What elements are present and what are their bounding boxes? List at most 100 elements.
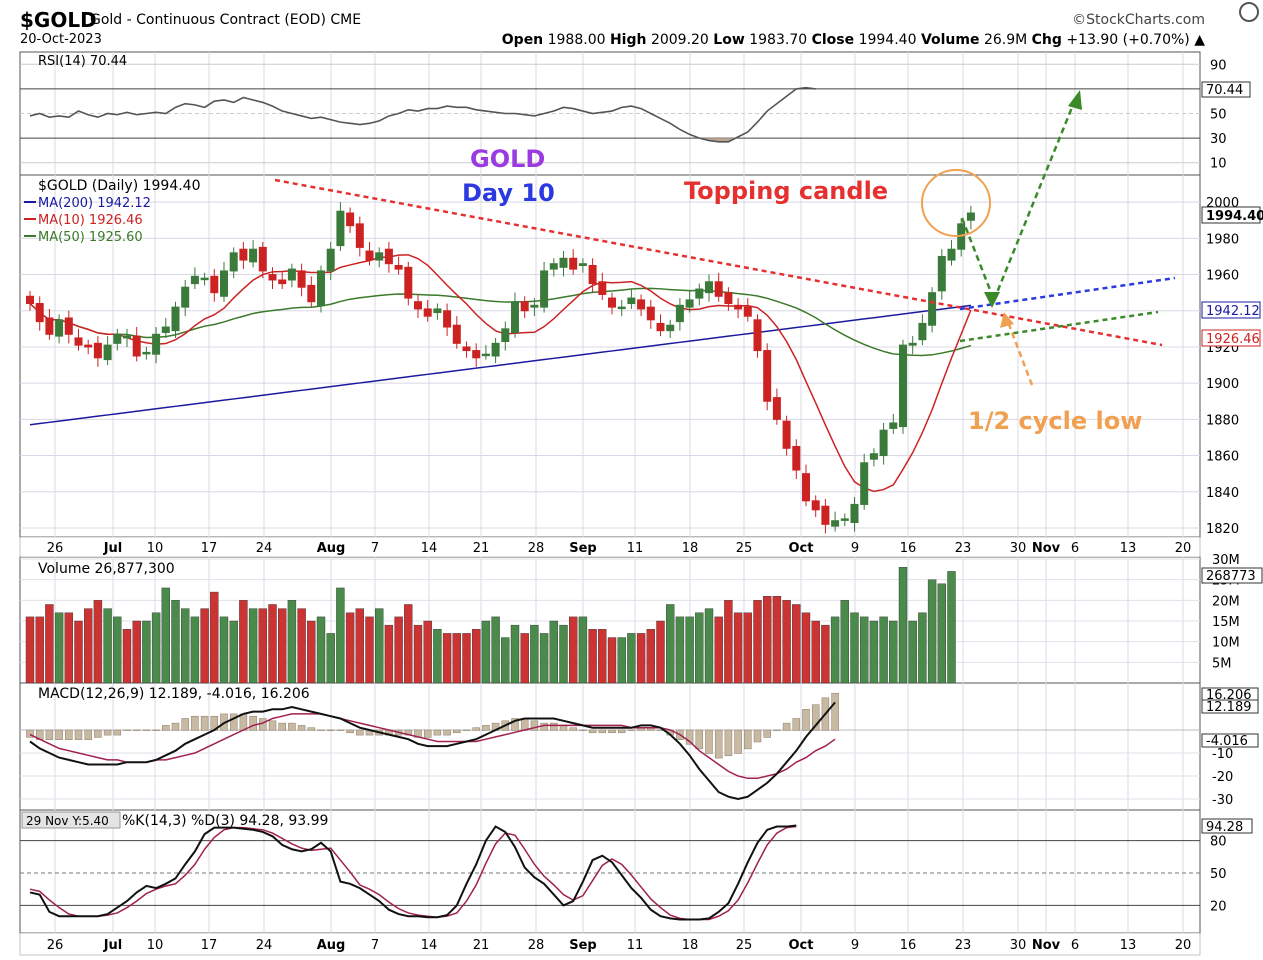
volume-bar xyxy=(433,629,442,684)
x-tick-label: Jul xyxy=(103,541,123,556)
macd-histogram-bar xyxy=(530,720,539,731)
x-tick-label-bottom: 13 xyxy=(1120,938,1137,953)
x-tick-label: 9 xyxy=(851,541,859,556)
x-tick-label: 14 xyxy=(421,541,438,556)
macd-value-box xyxy=(1201,733,1259,748)
volume-bar xyxy=(763,596,772,684)
volume-bar xyxy=(530,624,539,684)
volume-bar xyxy=(501,637,510,684)
volume-bar xyxy=(782,600,791,684)
macd-histogram-bar xyxy=(55,729,63,740)
x-tick-label-bottom: 23 xyxy=(955,938,972,953)
volume-bar xyxy=(375,608,384,684)
volume-bar xyxy=(559,624,568,684)
x-tick-label: 23 xyxy=(955,541,972,556)
volume-bar xyxy=(743,612,752,684)
macd-histogram-bar xyxy=(608,729,616,734)
candle-body xyxy=(811,500,820,511)
volume-bar xyxy=(569,616,578,684)
volume-bar xyxy=(25,616,35,684)
x-tick-label-bottom: Aug xyxy=(317,938,346,953)
volume-bar xyxy=(219,616,229,684)
volume-bar xyxy=(404,604,413,684)
macd-histogram-bar xyxy=(433,729,442,736)
candle-body xyxy=(675,304,684,323)
volume-bar xyxy=(685,616,694,684)
candle-body xyxy=(520,301,529,312)
volume-bar xyxy=(607,637,617,684)
x-tick-label: Sep xyxy=(569,541,597,556)
chg-label: Chg xyxy=(1031,32,1062,48)
macd-value-label: -4.016 xyxy=(1206,734,1248,749)
candle-body xyxy=(772,397,781,420)
volume-bar xyxy=(724,600,733,684)
candle-body xyxy=(578,263,587,267)
macd-histogram-bar xyxy=(569,727,577,731)
price-y-tick: 1960 xyxy=(1206,269,1239,284)
x-tick-label: 30 xyxy=(1010,541,1027,556)
macd-histogram-bar xyxy=(132,729,141,731)
price-y-tick: 1900 xyxy=(1206,377,1239,392)
volume-bar xyxy=(704,608,714,684)
volume-bar xyxy=(268,604,277,684)
volume-bar xyxy=(45,604,54,684)
candle-body xyxy=(598,281,607,295)
candle-body xyxy=(394,265,403,270)
candle-body xyxy=(423,308,432,317)
macd-histogram-bar xyxy=(744,729,752,750)
macd-histogram-bar xyxy=(171,722,180,731)
candle-body xyxy=(899,344,907,428)
orange-arrow xyxy=(1006,321,1034,386)
candle-body xyxy=(239,248,248,261)
candle-body xyxy=(123,335,131,339)
volume-bar xyxy=(636,633,646,684)
x-tick-label-bottom: 9 xyxy=(851,938,859,953)
candle-body xyxy=(365,250,374,261)
macd-histogram-bar xyxy=(617,729,626,734)
macd-histogram-bar xyxy=(627,729,636,731)
low-label: Low xyxy=(713,32,745,48)
stochastic-value-label: 94.28 xyxy=(1206,820,1243,835)
candle-body xyxy=(540,270,549,308)
green-arrow-down xyxy=(960,217,996,301)
arrowhead-up xyxy=(1068,90,1082,110)
macd-histogram-bar xyxy=(753,729,762,743)
price-y-tick: 1880 xyxy=(1206,413,1239,428)
macd-histogram-bar xyxy=(268,720,277,731)
volume-bar xyxy=(753,600,762,684)
candle-body xyxy=(268,274,277,281)
volume-bar xyxy=(617,637,626,684)
volume-bar xyxy=(365,616,374,684)
orange-arrowhead xyxy=(1000,312,1014,328)
macd-histogram-bar xyxy=(326,729,335,731)
high-label: High xyxy=(609,32,647,48)
candle-body xyxy=(452,324,461,344)
price-title: $GOLD (Daily) 1994.40 xyxy=(38,178,201,194)
candle-body xyxy=(258,246,267,272)
volume-bar xyxy=(462,633,471,684)
macd-histogram-bar xyxy=(288,722,296,731)
volume-bar xyxy=(675,616,685,684)
volume-bar xyxy=(830,616,840,684)
last-price-box xyxy=(1201,206,1261,224)
x-tick-label: 7 xyxy=(371,541,379,556)
macd-histogram-bar xyxy=(26,729,34,738)
candle-body xyxy=(646,306,655,321)
volume-bar xyxy=(646,629,655,684)
candle-body xyxy=(656,322,665,332)
candle-body xyxy=(161,326,170,333)
candle-body xyxy=(346,212,355,227)
candle-body xyxy=(74,337,83,346)
macd-histogram-bar xyxy=(74,729,83,740)
x-tick-label-bottom: 6 xyxy=(1071,938,1079,953)
date-axis-strip xyxy=(19,536,1201,558)
volume-bar xyxy=(180,608,190,684)
ma-legend-label: MA(10) 1926.46 xyxy=(38,213,143,228)
ma-legend-label: MA(50) 1925.60 xyxy=(38,230,143,245)
settings-icon[interactable] xyxy=(1239,2,1259,22)
ma10-value-label: 1926.46 xyxy=(1206,332,1260,347)
volume-bar xyxy=(908,620,917,684)
macd-histogram-bar xyxy=(763,729,771,738)
candle-body xyxy=(908,342,917,346)
rsi-y-tick: 90 xyxy=(1210,58,1227,73)
